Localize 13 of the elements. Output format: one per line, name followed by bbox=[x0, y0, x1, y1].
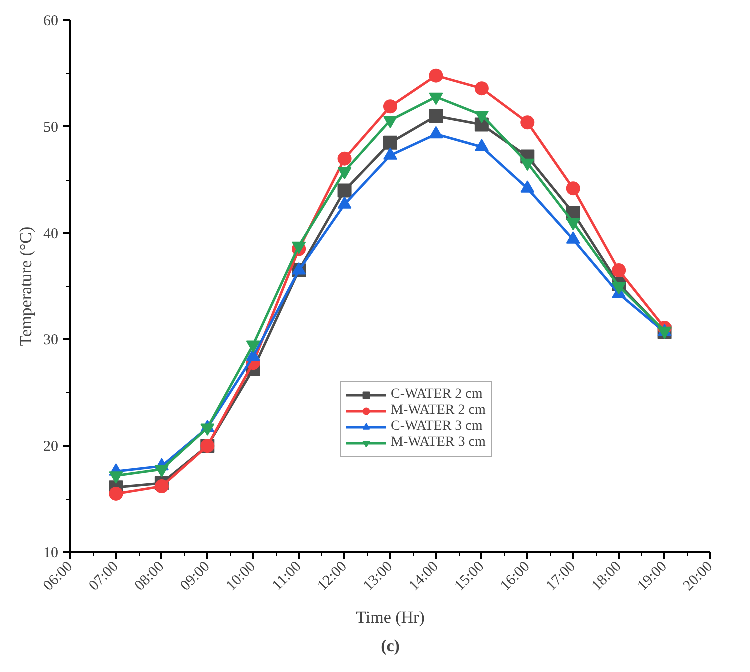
y-tick-label: 20 bbox=[44, 439, 58, 456]
legend-label: C-WATER 3 cm bbox=[391, 419, 483, 435]
legend-label: M-WATER 2 cm bbox=[391, 403, 486, 419]
y-tick-label: 50 bbox=[44, 120, 58, 136]
y-tick-label: 10 bbox=[44, 546, 58, 562]
y-tick-label: 30 bbox=[44, 332, 58, 349]
y-axis-title: Temperature (°C) bbox=[16, 226, 36, 346]
legend-label: M-WATER 3 cm bbox=[391, 435, 486, 451]
x-axis-title: Time (Hr) bbox=[356, 608, 425, 627]
legend-label: C-WATER 2 cm bbox=[391, 387, 483, 403]
text: (c) bbox=[381, 636, 400, 656]
y-tick-label: 60 bbox=[44, 14, 58, 30]
y-tick-label: 40 bbox=[44, 226, 58, 242]
